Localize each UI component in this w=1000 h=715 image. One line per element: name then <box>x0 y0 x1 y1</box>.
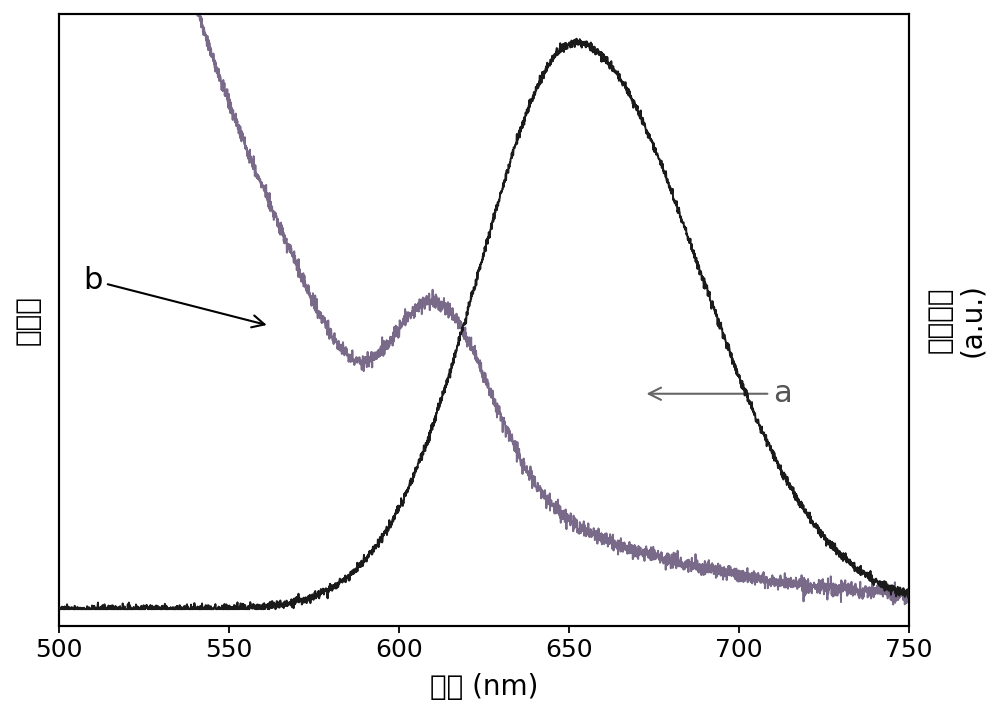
Text: a: a <box>649 379 792 408</box>
Text: b: b <box>83 266 265 327</box>
X-axis label: 波长 (nm): 波长 (nm) <box>430 673 538 701</box>
Y-axis label: 荧光强度
(a.u.): 荧光强度 (a.u.) <box>926 283 986 357</box>
Y-axis label: 吸光度: 吸光度 <box>14 295 42 345</box>
